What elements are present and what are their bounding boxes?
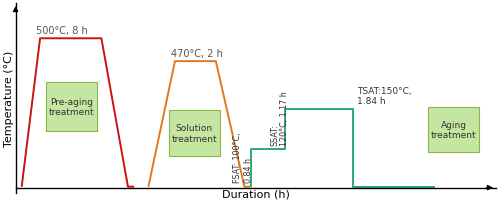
X-axis label: Duration (h): Duration (h) <box>222 189 290 199</box>
FancyBboxPatch shape <box>46 83 98 132</box>
Text: Solution
treatment: Solution treatment <box>172 124 217 143</box>
Text: FSAT: 100°C,
0.84 h: FSAT: 100°C, 0.84 h <box>233 132 252 182</box>
Text: SSAT:
120°C, 1.17 h: SSAT: 120°C, 1.17 h <box>270 91 289 146</box>
FancyBboxPatch shape <box>169 111 220 156</box>
Text: Aging
treatment: Aging treatment <box>431 120 476 140</box>
Text: Pre-aging
treatment: Pre-aging treatment <box>49 98 94 117</box>
Y-axis label: Temperature (°C): Temperature (°C) <box>4 51 14 146</box>
Text: 470°C, 2 h: 470°C, 2 h <box>171 49 223 59</box>
FancyBboxPatch shape <box>428 107 480 153</box>
Text: 500°C, 8 h: 500°C, 8 h <box>36 26 88 36</box>
Text: TSAT:150°C,
1.84 h: TSAT:150°C, 1.84 h <box>357 86 412 105</box>
